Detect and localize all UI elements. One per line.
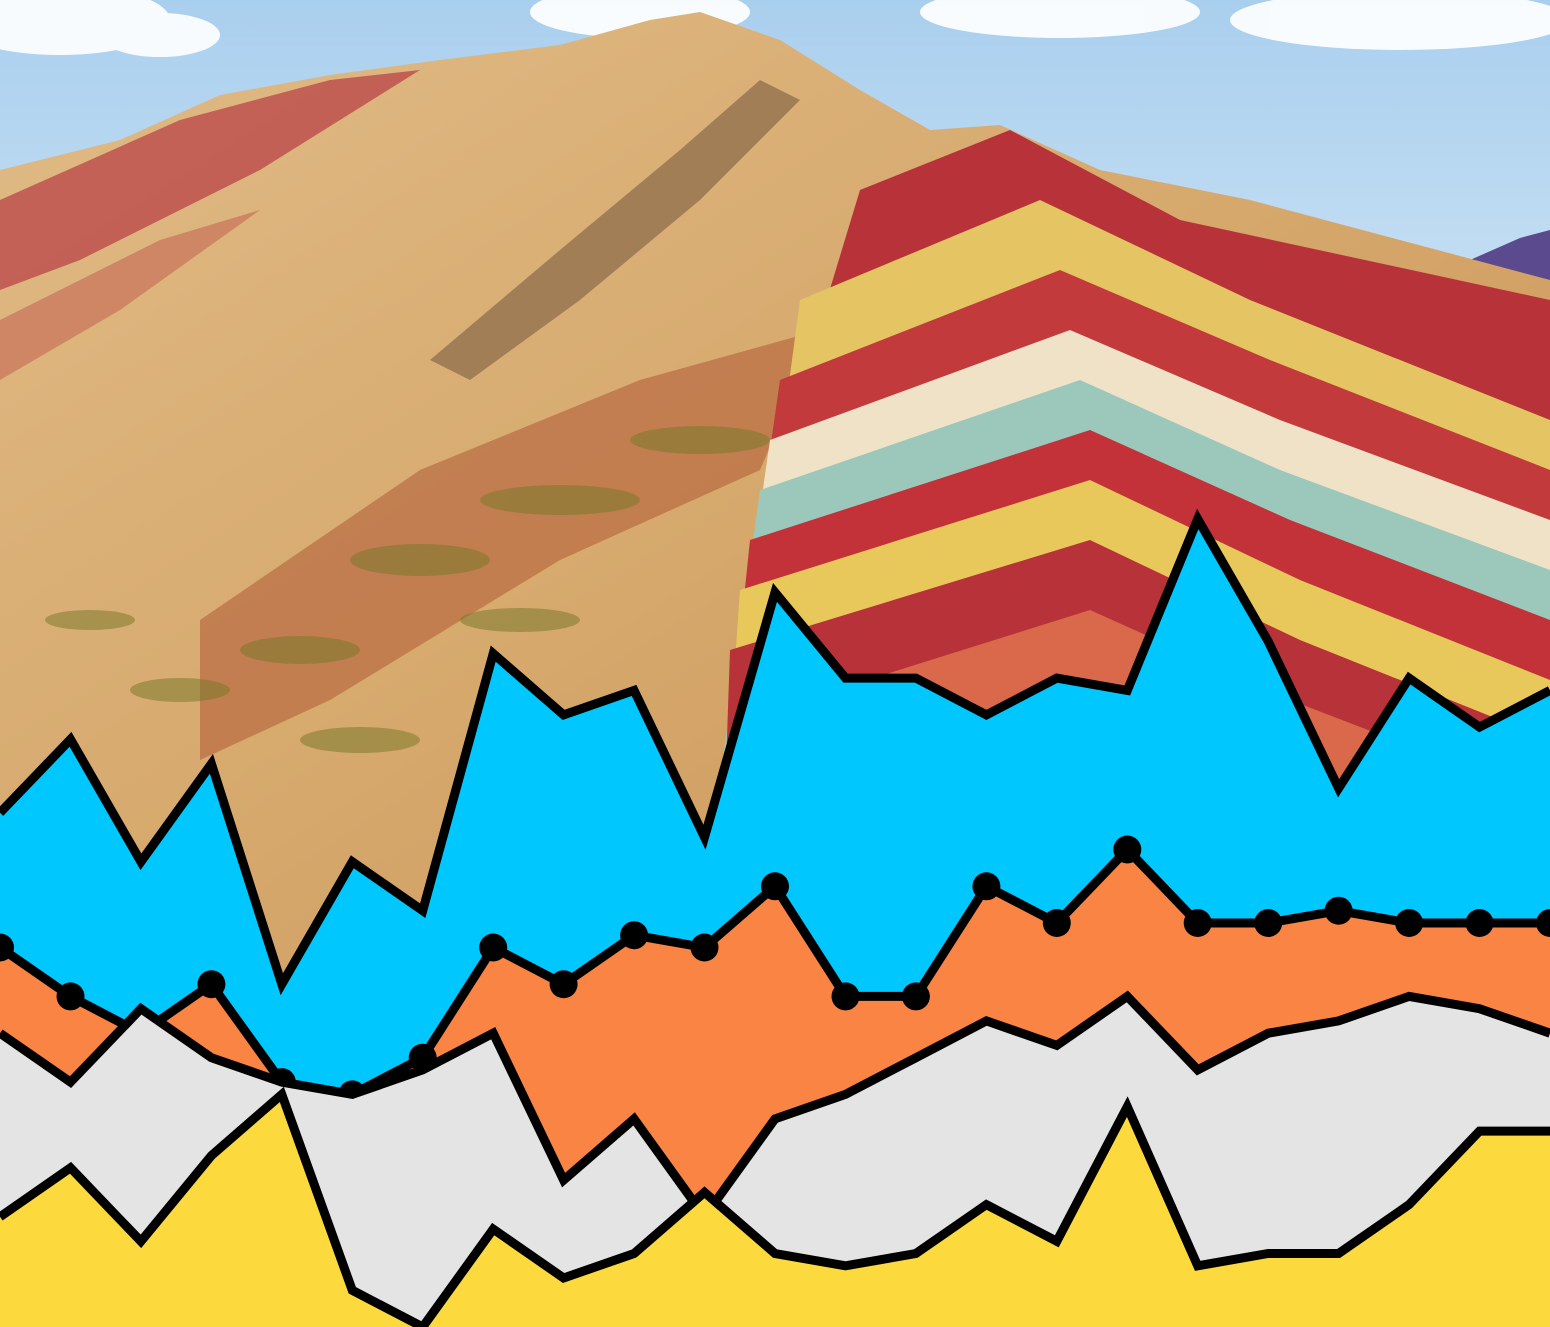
band-orange-point: [56, 982, 85, 1011]
band-orange-point: [1536, 909, 1550, 937]
band-orange-point: [831, 982, 860, 1011]
band-orange-point: [761, 872, 789, 901]
clouds: [0, 0, 1550, 57]
band-orange-point: [0, 933, 14, 962]
band-orange-point: [690, 933, 719, 962]
band-orange-point: [1395, 909, 1424, 937]
cloud: [1230, 0, 1550, 50]
band-orange-point: [901, 982, 930, 1011]
rainbow-stripes: [720, 130, 1550, 990]
mountain-red-streak: [0, 70, 420, 290]
cloud: [920, 0, 1200, 38]
vegetation: [45, 426, 770, 753]
band-orange-point: [549, 970, 578, 999]
area-chart: [0, 508, 1550, 1327]
band-orange-point: [1042, 909, 1071, 937]
band-orange-point: [479, 933, 508, 962]
mountain-gully: [430, 80, 800, 380]
band-yellow-line: [0, 1086, 1550, 1327]
band-orange-point: [1465, 909, 1494, 937]
band-orange-point: [972, 872, 1001, 901]
band-orange-point: [1324, 896, 1353, 925]
band-yellow-area: [0, 1094, 1550, 1327]
band-orange-point: [1113, 835, 1142, 864]
band-orange-point: [1254, 909, 1283, 937]
cloud: [100, 13, 220, 57]
band-orange-point: [1183, 909, 1212, 937]
band-blue-line: [0, 508, 1550, 996]
band-gray-line: [0, 990, 1550, 1225]
band-orange-point: [197, 970, 226, 999]
mountain-red-streak: [0, 210, 260, 380]
band-orange-point: [620, 921, 649, 950]
